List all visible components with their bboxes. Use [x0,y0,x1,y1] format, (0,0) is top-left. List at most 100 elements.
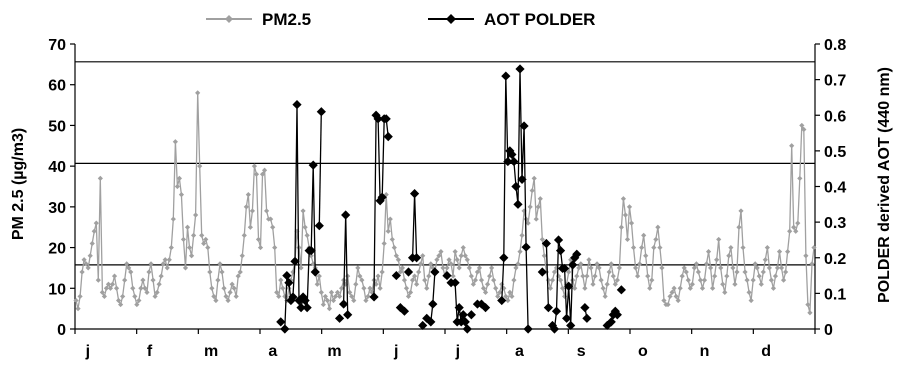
series-pm25-point [722,289,728,295]
series-aot-point [582,313,592,323]
legend: PM2.5 AOT POLDER [206,10,595,29]
series-pm25-point [209,285,215,291]
series-pm25-point [736,224,742,230]
series-pm25-point [776,249,783,255]
series-pm25-point [168,244,174,251]
series-aot-point [316,107,326,117]
series-pm25-point [539,236,545,243]
series-aot-point [570,253,580,263]
series-pm25-point [414,281,420,287]
series-pm25-point [687,285,693,291]
series-aot-point [292,99,302,110]
series-pm25-point [130,285,136,291]
series-aot-point [399,306,410,316]
series-pm25-point [574,273,580,279]
series-aot-point [460,317,470,327]
series-pm25-point [572,285,578,291]
y-tick-label: 50 [48,118,66,135]
series-aot-point [497,295,507,306]
series-pm25-point [93,220,99,226]
series-pm25-point [391,244,397,251]
series-aot-point [568,260,578,270]
series-pm25-point [527,204,533,210]
series-pm25-point [602,293,608,300]
series-pm25-point [276,293,282,300]
y2-tick-label: 0.2 [824,251,846,268]
series-aot-point [450,278,460,288]
series-pm25-point [476,265,483,271]
series-pm25-point [811,244,817,251]
series-pm25-point [801,126,807,133]
series-aot-point [314,221,324,231]
series-pm25-point [318,289,324,295]
series-aot-point [454,303,464,313]
series-aot-point [566,320,576,331]
series-pm25-point [618,224,624,230]
series-aot-point [612,310,622,320]
series-aot-point [373,114,383,124]
legend-item-pm25[interactable]: PM2.5 [206,10,311,29]
series-pm25-point [122,277,128,283]
series-pm25-point [416,269,422,275]
series-pm25-point [101,293,107,300]
series-pm25-point [324,297,331,304]
series-pm25-point [697,277,704,283]
series-pm25-point [809,261,815,267]
series-pm25-point [146,269,152,275]
series-pm25-point [385,228,391,234]
series-aot-point [501,71,511,81]
series-pm25-point [628,220,635,226]
series-pm25-point [795,220,801,226]
legend-item-aot[interactable]: AOT POLDER [428,10,595,29]
series-pm25-point [128,269,134,275]
series-pm25-point [363,297,369,304]
series-pm25-point [241,232,247,238]
series-pm25-point [695,269,702,275]
series-pm25-point [507,289,513,295]
series-aot-point [442,270,452,281]
series-pm25-point [332,293,339,300]
series-pm25-point [247,224,253,230]
series-pm25-point [188,253,195,259]
series-pm25-point [176,175,183,181]
series-aot-point [606,317,616,327]
series-pm25-point [377,285,383,291]
series-pm25-point [744,277,750,283]
series-aot-point [511,181,521,192]
series-pm25-point [482,289,489,295]
series-pm25-point [724,273,730,279]
y2-tick-label: 0.5 [824,144,846,161]
series-pm25-point [409,277,416,283]
series-aot-point [391,270,401,281]
series-pm25-point [693,261,699,267]
series-pm25-point [314,281,320,287]
series-pm25-point [359,277,365,283]
series-aot-point [616,285,626,295]
series-pm25-point [253,171,260,177]
series-pm25-point [422,277,428,283]
series-aot-point [284,278,294,288]
series-pm25-point [671,285,677,291]
series-pm25-point [132,293,138,300]
series-pm25-point [201,240,207,247]
series-pm25-point [748,297,754,304]
series-aot-point [507,149,517,160]
series-pm25-point [734,269,740,275]
x-tick-label-j: j [455,343,460,360]
y-tick-label: 20 [48,241,66,258]
series-pm25-point [148,261,154,267]
series-pm25-point [180,236,187,243]
series-pm25-point [83,261,89,267]
series-pm25-point [766,265,772,271]
series-pm25-point [328,289,335,295]
series-pm25-point [699,285,706,291]
series-aot-point [513,199,523,209]
series-pm25-point [645,273,651,279]
series-aot-point [369,292,379,302]
series-pm25-point [716,236,722,243]
series-pm25-point [718,265,724,271]
series-pm25-point [357,273,363,279]
series-pm25-point [298,265,304,271]
series-aot-point [547,320,558,331]
